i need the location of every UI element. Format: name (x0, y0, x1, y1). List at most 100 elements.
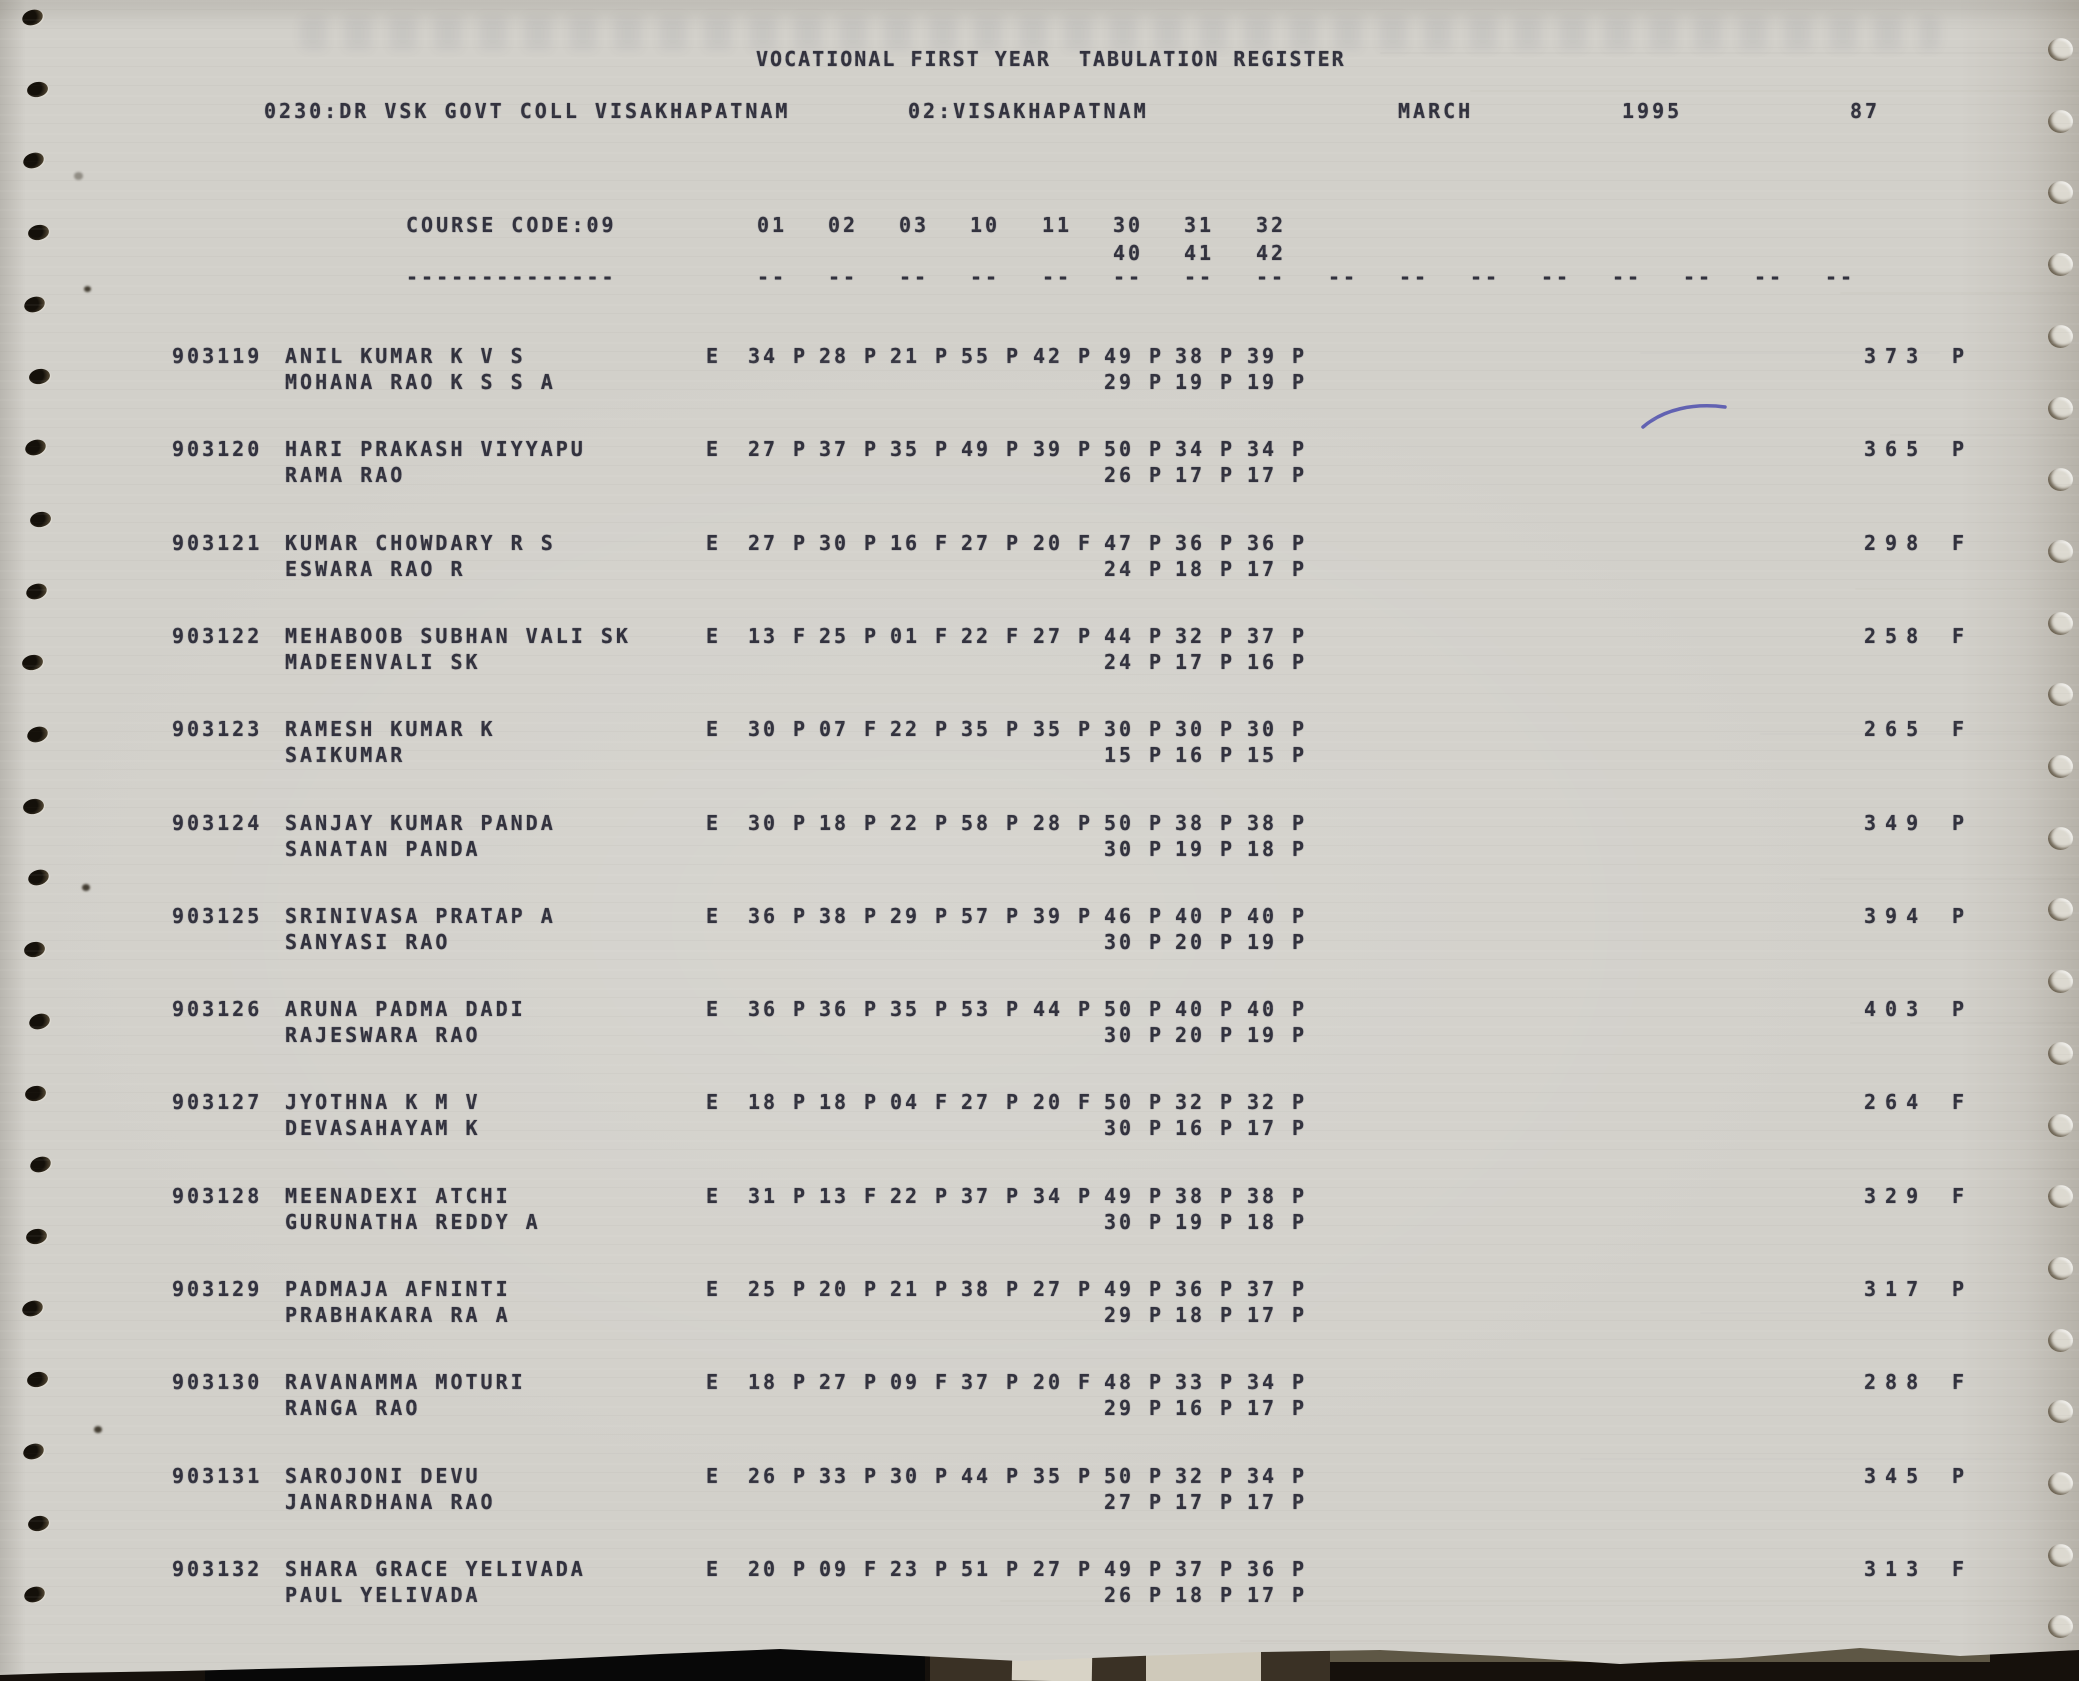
column-dash: -- (970, 265, 1001, 289)
column-header: 03 (899, 213, 930, 237)
mark-value: 30 (1104, 1023, 1135, 1047)
mark-value: 16 (1247, 650, 1278, 674)
mark-cell: 27 P (1104, 1491, 1170, 1515)
father-name: RAJESWARA RAO (285, 1023, 481, 1047)
mark-cell: 39 P (1033, 905, 1099, 929)
mark-value: 18 (1175, 1303, 1206, 1327)
father-name: RANGA RAO (285, 1396, 421, 1420)
mark-value: 46 (1104, 904, 1135, 928)
mark-cell: 55 P (961, 345, 1027, 369)
mark-grade: P (1149, 1583, 1165, 1607)
mark-cell: 37 P (1247, 625, 1313, 649)
mark-value: 18 (819, 1090, 850, 1114)
mark-grade: P (1078, 1557, 1094, 1581)
mark-cell: 17 P (1175, 464, 1241, 488)
punch-hole-left-icon (28, 510, 53, 529)
mark-grade: P (1006, 1184, 1022, 1208)
punch-hole-right-icon (2048, 970, 2073, 993)
mark-grade: P (1292, 437, 1308, 461)
mark-grade: F (793, 624, 809, 648)
mark-grade: P (935, 437, 951, 461)
mark-cell: 40 P (1175, 905, 1241, 929)
mark-value: 18 (1175, 557, 1206, 581)
mark-value: 47 (1104, 531, 1135, 555)
mark-cell: 21 P (890, 1278, 956, 1302)
mark-value: 50 (1104, 437, 1135, 461)
mark-value: 29 (1104, 370, 1135, 394)
mark-value: 16 (1175, 1396, 1206, 1420)
mark-cell: 20 P (1175, 1024, 1241, 1048)
mark-value: 13 (748, 624, 779, 648)
student-name: MEENADEXI ATCHI (285, 1184, 511, 1208)
mark-grade: P (1149, 997, 1165, 1021)
mark-value: 29 (1104, 1303, 1135, 1327)
mark-grade: P (1220, 1557, 1236, 1581)
mark-value: 27 (1033, 624, 1064, 648)
punch-hole-right-icon (2048, 1544, 2073, 1567)
reg-no: 903126 (172, 997, 263, 1021)
mark-grade: P (793, 437, 809, 461)
punch-hole-left-icon (24, 1227, 49, 1246)
mark-cell: 22 P (890, 1185, 956, 1209)
mark-value: 42 (1033, 344, 1064, 368)
mark-value: 19 (1175, 1210, 1206, 1234)
father-name: ESWARA RAO R (285, 557, 466, 581)
mark-cell: 37 P (1175, 1558, 1241, 1582)
mark-grade: P (1292, 930, 1308, 954)
mark-grade: P (1292, 1023, 1308, 1047)
mark-grade: P (1149, 904, 1165, 928)
mark-grade: P (793, 1464, 809, 1488)
mark-cell: 20 P (1175, 931, 1241, 955)
mark-value: 50 (1104, 997, 1135, 1021)
mark-grade: F (864, 717, 880, 741)
mark-value: 44 (1104, 624, 1135, 648)
punch-hole-right-icon (2048, 1042, 2073, 1065)
total-marks: 365 (1864, 437, 1928, 461)
result: P (1952, 997, 1968, 1021)
mark-grade: P (1078, 1184, 1094, 1208)
result: P (1952, 904, 1968, 928)
reg-no: 903131 (172, 1464, 263, 1488)
mark-cell: 20 F (1033, 1091, 1099, 1115)
punch-hole-right-icon (2048, 181, 2073, 204)
mark-value: 20 (1033, 531, 1064, 555)
mark-cell: 38 P (961, 1278, 1027, 1302)
column-header: 31 (1184, 213, 1215, 237)
mark-grade: P (864, 344, 880, 368)
mark-grade: P (1149, 624, 1165, 648)
mark-cell: 36 P (1175, 1278, 1241, 1302)
mark-cell: 07 F (819, 718, 885, 742)
mark-value: 37 (1247, 1277, 1278, 1301)
mark-cell: 37 P (819, 438, 885, 462)
mark-grade: F (1006, 624, 1022, 648)
mark-cell: 50 P (1104, 1465, 1170, 1489)
mark-grade: P (1292, 1090, 1308, 1114)
mark-grade: P (935, 1464, 951, 1488)
mark-cell: 31 P (748, 1185, 814, 1209)
result: P (1952, 437, 1968, 461)
mark-grade: P (864, 1277, 880, 1301)
reg-no: 903125 (172, 904, 263, 928)
mark-grade: P (1078, 997, 1094, 1021)
punch-hole-left-icon (25, 80, 50, 99)
scan-streak (1700, 1312, 2079, 1314)
mark-grade: P (1149, 837, 1165, 861)
mark-value: 20 (748, 1557, 779, 1581)
mark-value: 19 (1247, 370, 1278, 394)
mark-grade: P (1292, 344, 1308, 368)
mark-grade: P (935, 904, 951, 928)
mark-cell: 44 P (1033, 998, 1099, 1022)
mark-grade: P (1149, 463, 1165, 487)
mark-cell: 49 P (1104, 1558, 1170, 1582)
mark-value: 32 (1175, 1090, 1206, 1114)
mark-value: 30 (1104, 930, 1135, 954)
mark-value: 30 (748, 717, 779, 741)
mark-grade: P (793, 1370, 809, 1394)
father-name: DEVASAHAYAM K (285, 1116, 481, 1140)
mark-value: 21 (890, 1277, 921, 1301)
mark-cell: 34 P (1247, 1465, 1313, 1489)
mark-value: 48 (1104, 1370, 1135, 1394)
mark-cell: 39 P (1247, 345, 1313, 369)
mark-cell: 40 P (1247, 998, 1313, 1022)
mark-value: 38 (1247, 1184, 1278, 1208)
